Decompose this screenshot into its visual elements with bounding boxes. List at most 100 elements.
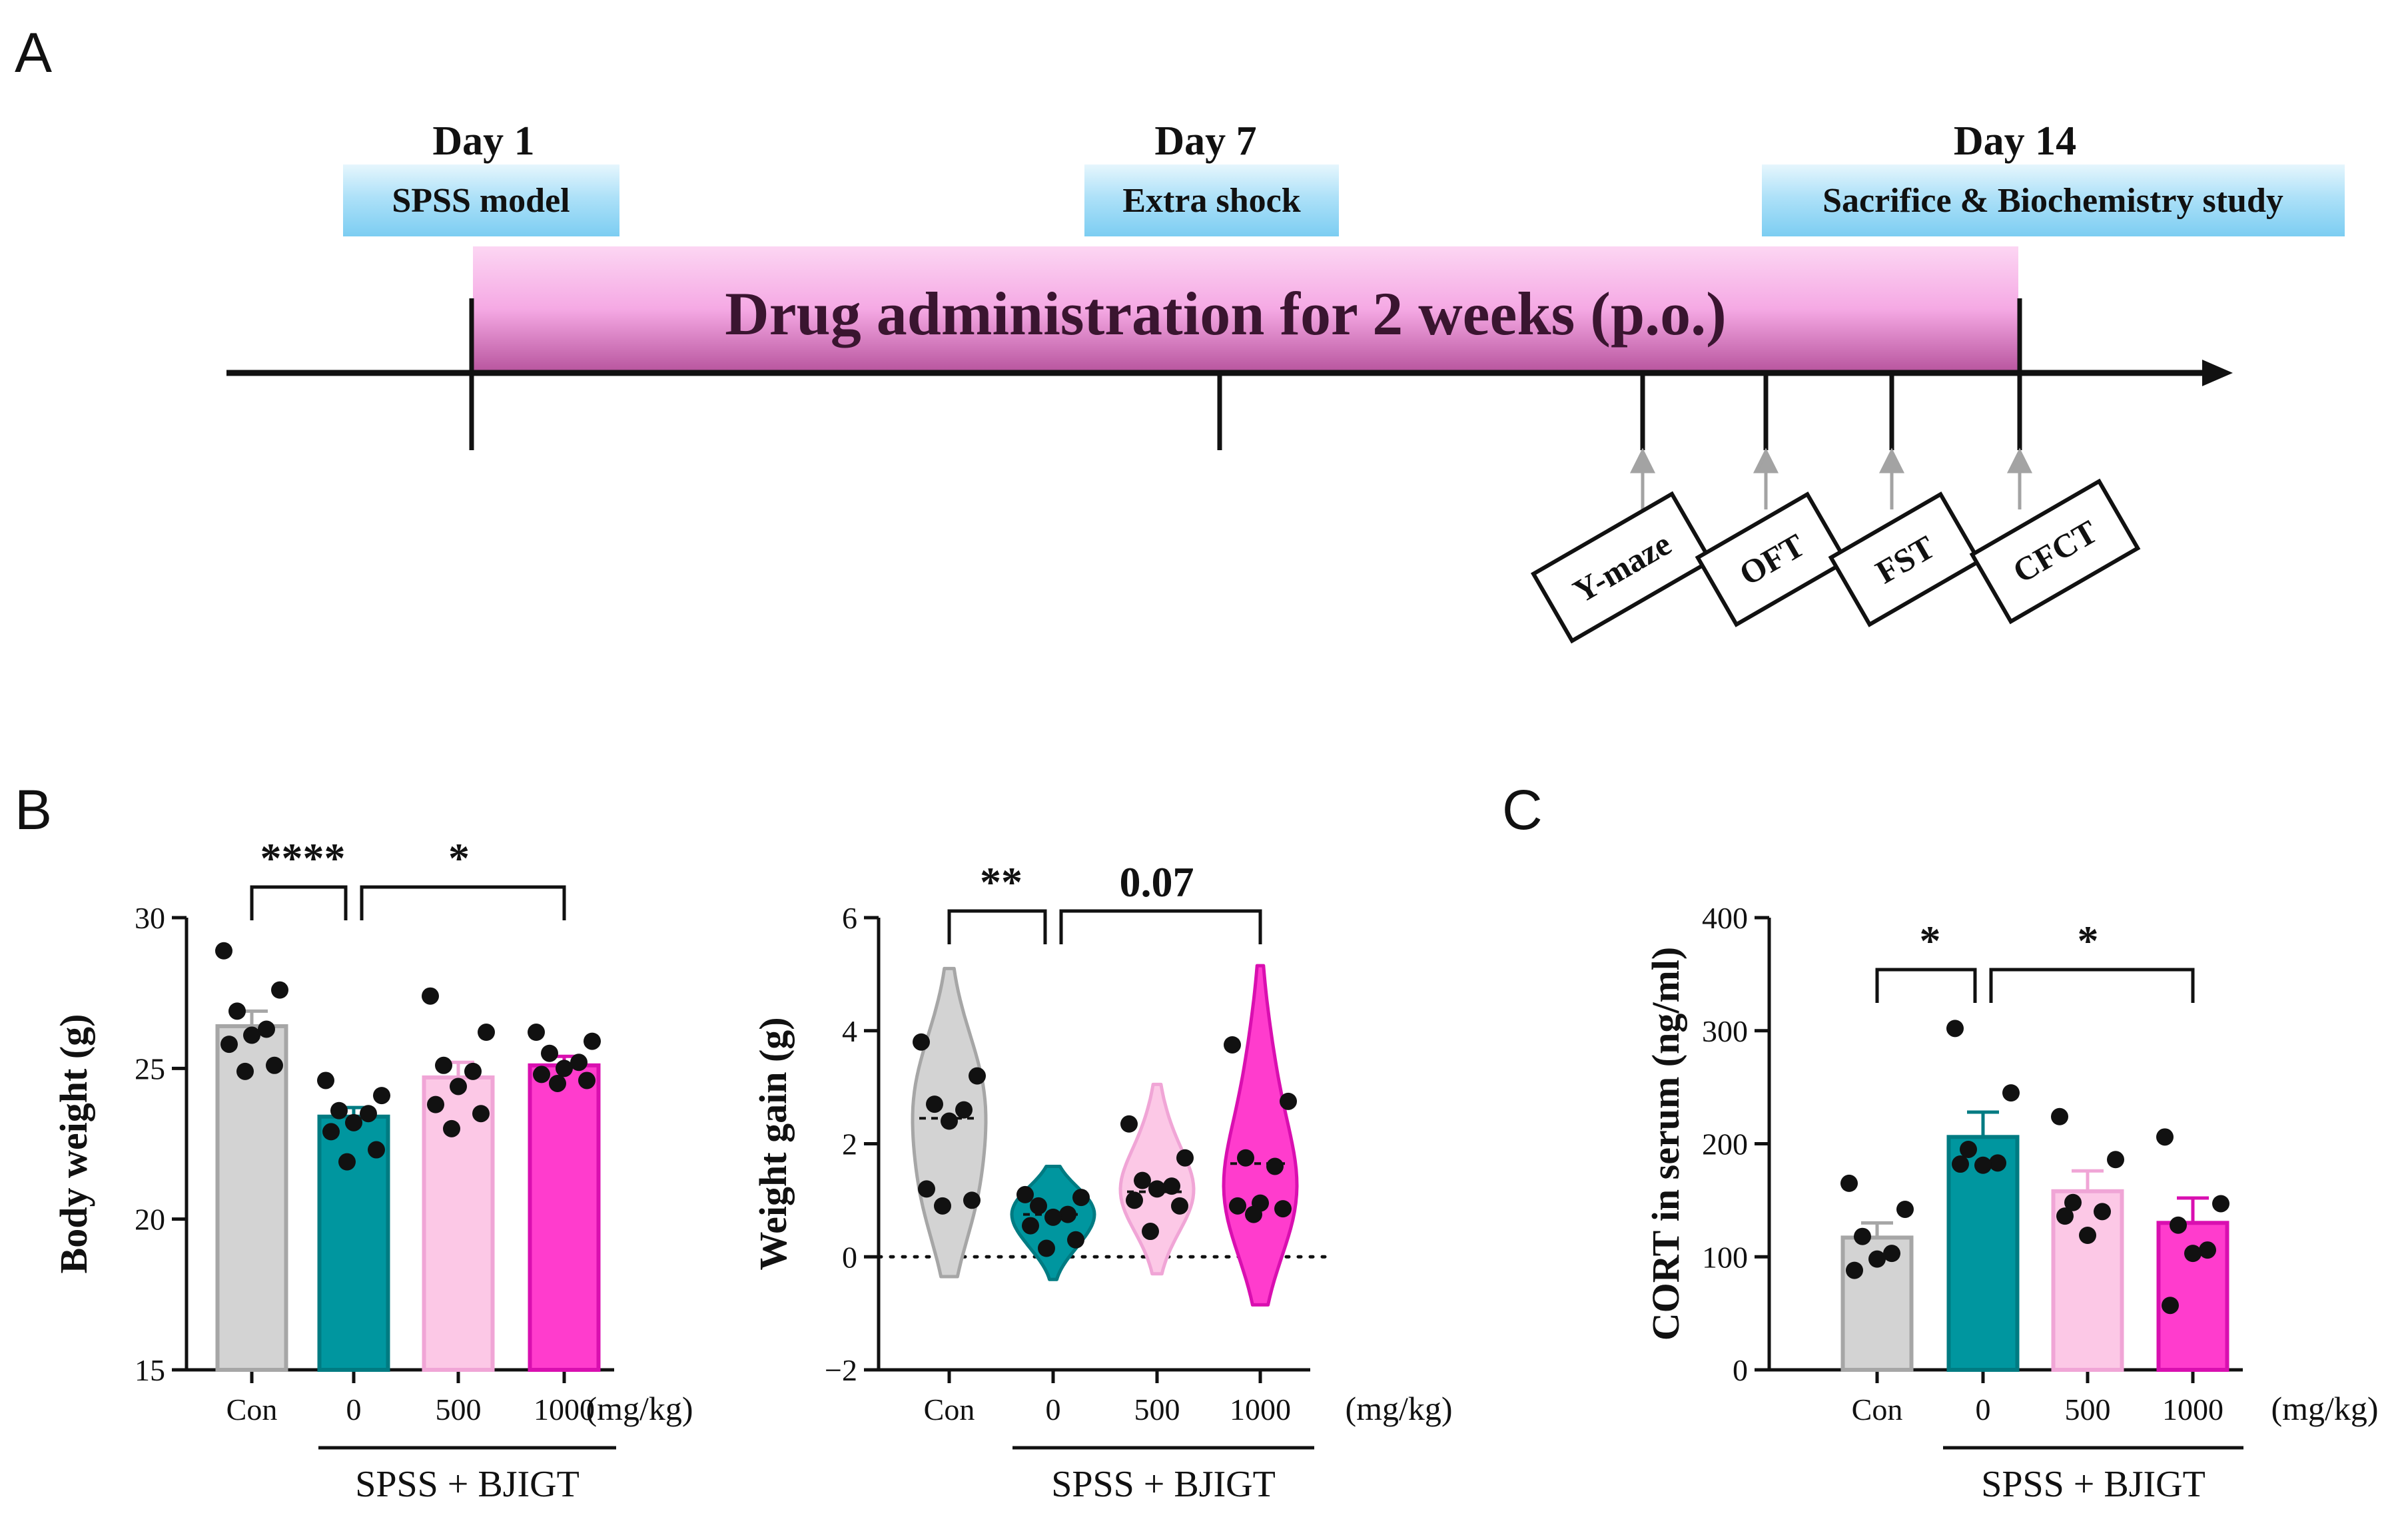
- data-point: [435, 1056, 452, 1074]
- data-point: [228, 1002, 246, 1020]
- y-tick-label: 400: [1702, 901, 1748, 935]
- x-tick-label: Con: [226, 1392, 278, 1426]
- significance-label: *: [448, 834, 470, 882]
- data-point: [2170, 1216, 2187, 1234]
- data-point: [345, 1113, 362, 1131]
- y-axis-title: Weight gain (g): [751, 1017, 795, 1270]
- fst-arrowhead: [1878, 448, 1905, 473]
- y-tick-label: 4: [842, 1014, 857, 1048]
- data-point: [913, 1033, 930, 1051]
- data-point: [1059, 1205, 1076, 1223]
- y-axis-title: CORT in serum (ng/ml): [1644, 947, 1687, 1341]
- data-point: [1868, 1250, 1886, 1268]
- x-tick-label: 1000: [1230, 1392, 1291, 1426]
- y-tick-label: 100: [1702, 1240, 1748, 1274]
- x-tick-label: 500: [436, 1392, 482, 1426]
- data-point: [1237, 1149, 1254, 1167]
- data-point: [322, 1123, 340, 1141]
- panel-label-b: B: [15, 778, 52, 841]
- data-point: [427, 1095, 444, 1113]
- y-tick-label: 300: [1702, 1014, 1748, 1048]
- data-point: [1126, 1191, 1143, 1209]
- data-point: [1134, 1171, 1151, 1189]
- data-point: [464, 1062, 482, 1080]
- oft-arrowhead: [1753, 448, 1779, 473]
- data-point: [2107, 1151, 2124, 1169]
- data-point: [955, 1101, 973, 1119]
- data-point: [1266, 1157, 1284, 1175]
- data-point: [941, 1112, 958, 1130]
- data-point: [1846, 1261, 1863, 1279]
- timeline: Day 1 Day 7 Day 14 SPSS model Extra shoc…: [226, 119, 2345, 644]
- x-tick-label: 1000: [534, 1392, 595, 1426]
- data-point: [528, 1024, 545, 1042]
- data-point: [1030, 1197, 1047, 1215]
- data-point: [2051, 1107, 2068, 1125]
- significance-bracket: [250, 885, 348, 920]
- data-point: [236, 1062, 254, 1080]
- significance-bracket: [1989, 968, 2195, 1003]
- x-unit-label: (mg/kg): [2271, 1390, 2378, 1427]
- data-point: [373, 1087, 390, 1105]
- y-maze-arrowhead: [1629, 448, 1656, 473]
- y-tick-label: 20: [135, 1203, 165, 1237]
- timeline-arrowhead: [2202, 360, 2233, 386]
- data-point: [2094, 1203, 2111, 1221]
- data-point: [2184, 1245, 2202, 1263]
- significance-label: *: [2078, 917, 2099, 964]
- bar-0: [1946, 1135, 2020, 1372]
- data-point: [584, 1032, 601, 1050]
- x-tick-label: 1000: [2162, 1392, 2223, 1426]
- data-point: [368, 1141, 385, 1159]
- data-point: [963, 1191, 981, 1209]
- data-point: [2002, 1084, 2020, 1102]
- data-point: [338, 1153, 356, 1171]
- x-tick-label: Con: [1852, 1392, 1903, 1426]
- data-point: [934, 1197, 951, 1215]
- data-point: [220, 1036, 238, 1054]
- data-point: [1840, 1174, 1858, 1192]
- y-tick-label: 30: [135, 901, 165, 935]
- test-cfct: CFCT: [1969, 478, 2141, 625]
- data-point: [1176, 1149, 1194, 1167]
- data-point: [2079, 1226, 2096, 1244]
- data-point: [918, 1180, 935, 1198]
- data-point: [2212, 1195, 2229, 1213]
- significance-bracket: [1059, 909, 1262, 944]
- weight-gain-chart: −2 0 2 4 6 Weight gain (g) Con 0 500 1000 (mg/kg) S…: [751, 858, 1453, 1505]
- data-point: [330, 1101, 348, 1119]
- data-point: [578, 1072, 596, 1089]
- data-point: [1883, 1245, 1900, 1263]
- data-point: [450, 1077, 467, 1095]
- group-label: SPSS + BJIGT: [1981, 1464, 2206, 1505]
- bar-1000: [528, 1063, 601, 1372]
- data-point: [1148, 1180, 1166, 1198]
- data-point: [1960, 1140, 1977, 1158]
- test-y-maze: Y-maze: [1530, 491, 1714, 644]
- significance-bracket: [360, 885, 566, 920]
- data-point: [2156, 1128, 2174, 1146]
- data-point: [2056, 1207, 2074, 1225]
- data-point: [2199, 1241, 2216, 1259]
- data-point: [1974, 1156, 1992, 1174]
- body-weight-chart: 15 20 25 30 Body weight (g) Con 0 500 1000(mg/kg…: [52, 834, 693, 1505]
- bar-Con: [215, 1024, 288, 1372]
- data-point: [1952, 1155, 1969, 1173]
- y-tick-label: 25: [135, 1052, 165, 1085]
- data-point: [1072, 1189, 1090, 1207]
- x-unit-label: (mg/kg): [586, 1390, 693, 1427]
- data-point: [215, 942, 232, 960]
- data-point: [1274, 1200, 1292, 1218]
- x-unit-label: (mg/kg): [1345, 1390, 1452, 1427]
- data-point: [1224, 1036, 1241, 1054]
- test-fst: FST: [1828, 491, 1982, 627]
- data-point: [2064, 1193, 2082, 1211]
- test-oft: OFT: [1695, 491, 1849, 627]
- y-tick-label: 6: [842, 901, 857, 935]
- significance-label: 0.07: [1120, 858, 1194, 906]
- data-point: [1022, 1217, 1039, 1235]
- data-point: [1120, 1115, 1138, 1133]
- drug-administration-label: Drug administration for 2 weeks (p.o.): [725, 280, 1727, 348]
- x-tick-label: 500: [1134, 1392, 1180, 1426]
- y-tick-label: 2: [842, 1127, 857, 1161]
